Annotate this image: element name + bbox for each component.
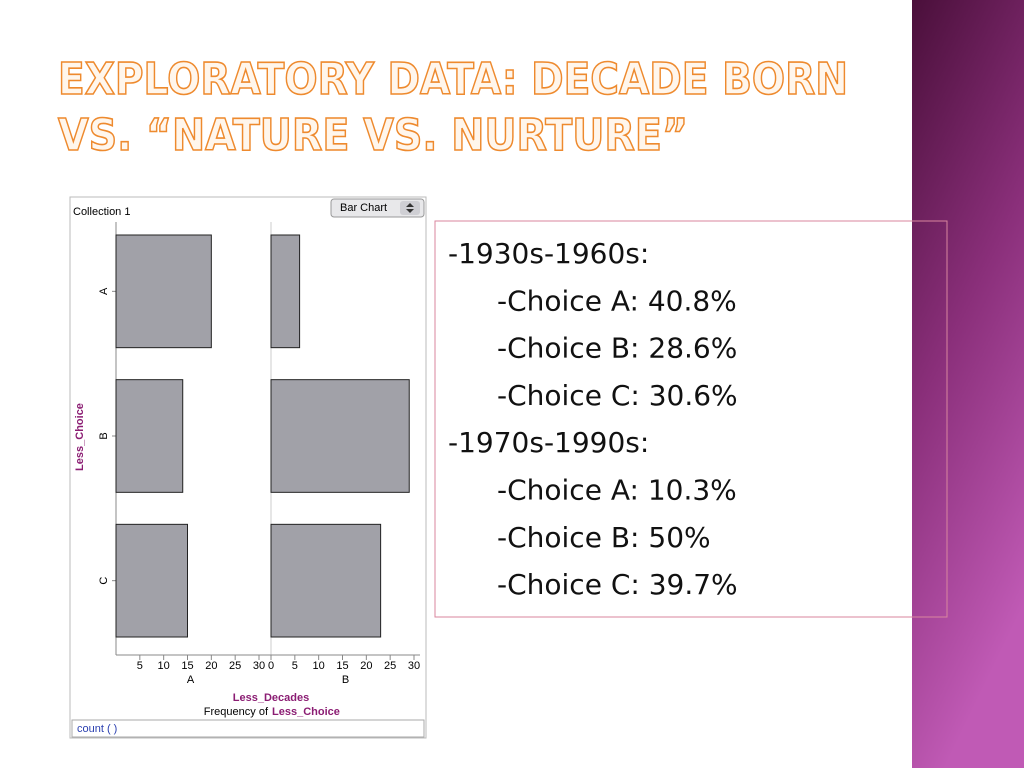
group-item: -Choice A: 10.3% bbox=[497, 474, 737, 507]
panel-label: B bbox=[342, 674, 349, 686]
x-tick-label: 15 bbox=[181, 660, 193, 672]
x-tick-label: 0 bbox=[268, 660, 274, 672]
chart: Collection 1 Bar Chart Less_Choice Less_… bbox=[69, 196, 427, 739]
bar bbox=[115, 379, 184, 493]
panel-label: A bbox=[187, 674, 195, 686]
group-item: -Choice A: 40.8% bbox=[497, 284, 737, 317]
x-tick-label: 5 bbox=[137, 660, 143, 672]
bar bbox=[270, 234, 301, 349]
x-tick-label: 30 bbox=[408, 660, 420, 672]
text-box-content: -1930s-1960s: -Choice A: 40.8% -Choice B: … bbox=[448, 237, 738, 601]
chart-title: Collection 1 bbox=[73, 206, 130, 218]
bar bbox=[270, 379, 410, 493]
slide-title: EXPLORATORY DATA: DECADE BORN bbox=[58, 54, 848, 105]
bar bbox=[270, 523, 382, 638]
footer-box[interactable] bbox=[71, 719, 425, 738]
chart-type-label[interactable]: Bar Chart bbox=[340, 202, 387, 214]
x-tick-label: 25 bbox=[384, 660, 396, 672]
group-heading: -1970s-1990s: bbox=[448, 426, 649, 459]
x-tick-label: 10 bbox=[158, 660, 170, 672]
x-tick-label: 20 bbox=[205, 660, 217, 672]
dropdown-icon bbox=[406, 203, 414, 213]
group-item: -Choice C: 39.7% bbox=[497, 568, 738, 601]
side-strip bbox=[912, 0, 1024, 768]
y-tick-label: A bbox=[98, 287, 110, 295]
x-tick-label: 10 bbox=[313, 660, 325, 672]
dropdown-arrows[interactable] bbox=[400, 201, 420, 215]
group-item: -Choice B: 50% bbox=[497, 521, 711, 554]
x-tick-label: 5 bbox=[292, 660, 298, 672]
y-tick-label: B bbox=[98, 432, 110, 439]
text-box bbox=[434, 220, 948, 618]
x-tick-label: 20 bbox=[360, 660, 372, 672]
x-tick-label: 25 bbox=[229, 660, 241, 672]
bar bbox=[115, 523, 188, 638]
slide-title: VS. “NATURE VS. NURTURE” bbox=[58, 110, 688, 161]
group-item: -Choice C: 30.6% bbox=[497, 379, 738, 412]
footer-formula[interactable]: count ( ) bbox=[77, 723, 117, 735]
y-tick-label: C bbox=[98, 577, 110, 585]
group-item: -Choice B: 28.6% bbox=[497, 332, 737, 365]
x-tick-label: 15 bbox=[336, 660, 348, 672]
group-heading: -1930s-1960s: bbox=[448, 237, 649, 270]
x-axis-label: Less_Decades bbox=[233, 692, 309, 704]
bar bbox=[115, 234, 212, 349]
caption: Frequency of bbox=[204, 706, 269, 718]
x-tick-label: 30 bbox=[253, 660, 265, 672]
y-axis-label: Less_Choice bbox=[74, 403, 86, 471]
caption-variable: Less_Choice bbox=[272, 706, 340, 718]
